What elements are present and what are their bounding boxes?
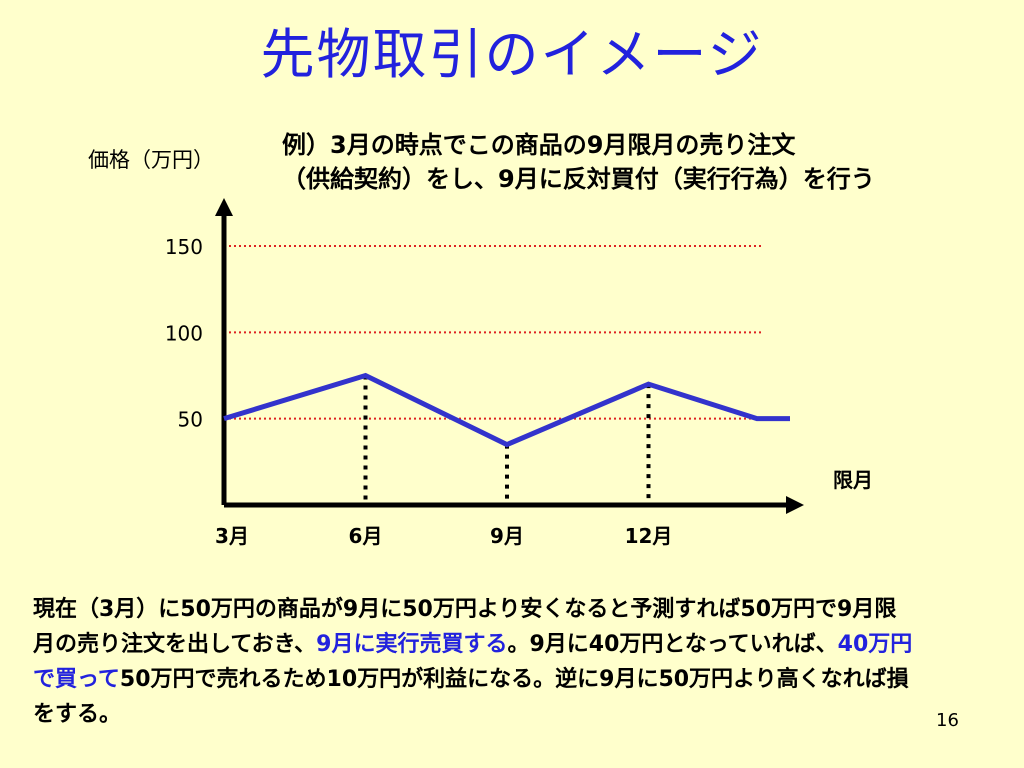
explanation-highlight-2: 40万円で買って — [33, 632, 913, 692]
explanation-text: 現在（3月）に50万円の商品が9月に50万円より安くなると予測すれば50万円で9… — [33, 592, 918, 732]
price-chart: 50 100 150 3月 6月 9月 12月 限月 — [165, 198, 873, 548]
y-tick-label-50: 50 — [178, 408, 203, 432]
page-number: 16 — [936, 710, 959, 731]
x-tick-label-3: 6月 — [349, 524, 383, 548]
price-series-line — [223, 372, 790, 448]
x-tick-label-0: 3月 — [215, 524, 249, 548]
example-text: 例）3月の時点でこの商品の9月限月の売り注文 （供給契約）をし、9月に反対買付（… — [282, 128, 875, 196]
y-axis-arrow — [215, 198, 233, 216]
x-axis-arrow — [786, 496, 804, 514]
explanation-part-3: 50万円で売れるため10万円が利益になる。逆に9月に50万円より高くなれば損をす… — [33, 667, 909, 727]
explanation-highlight-1: 9月に実行売買する — [316, 632, 508, 657]
x-tick-label-9: 12月 — [625, 524, 673, 548]
x-tick-label-6: 9月 — [490, 524, 524, 548]
example-line-2: （供給契約）をし、9月に反対買付（実行行為）を行う — [282, 165, 875, 193]
y-axis-label: 価格（万円） — [88, 148, 214, 172]
example-line-1: 例）3月の時点でこの商品の9月限月の売り注文 — [282, 131, 796, 159]
y-tick-label-150: 150 — [165, 235, 203, 259]
slide-title: 先物取引のイメージ — [260, 23, 764, 86]
explanation-part-2: 。9月に40万円となっていれば、 — [507, 632, 838, 657]
y-tick-label-100: 100 — [165, 321, 203, 345]
x-axis-label: 限月 — [833, 468, 873, 492]
explanation-part-1: 現在（3月）に50万円の商品が9月に50万円より安くなると予測すれば50万円で9… — [33, 597, 897, 657]
